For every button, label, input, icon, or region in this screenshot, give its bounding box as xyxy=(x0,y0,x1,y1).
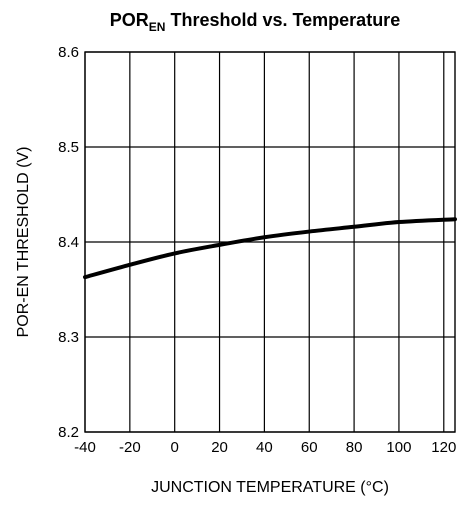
x-tick-label: 120 xyxy=(431,439,456,456)
grid-layer xyxy=(84,51,455,433)
x-tick-label: 0 xyxy=(171,439,179,456)
chart-title-rest: Threshold vs. Temperature xyxy=(165,10,400,30)
x-tick-label: 80 xyxy=(346,439,363,456)
x-tick-label: 60 xyxy=(301,439,318,456)
y-tick-label: 8.6 xyxy=(58,44,79,61)
x-tick-label: 20 xyxy=(211,439,228,456)
chart-title-subscript: EN xyxy=(149,20,166,34)
y-axis-label: POR-EN THRESHOLD (V) xyxy=(15,147,32,338)
x-axis-label: JUNCTION TEMPERATURE (°C) xyxy=(151,479,389,496)
y-tick-label: 8.5 xyxy=(58,139,79,156)
plot-frame xyxy=(84,51,456,433)
x-tick-labels: -40 -20 0 20 40 60 80 100 120 xyxy=(74,439,456,456)
x-tick-label: 100 xyxy=(386,439,411,456)
threshold-series-line xyxy=(83,217,457,280)
x-tick-label: 40 xyxy=(256,439,273,456)
x-tick-label: -40 xyxy=(74,439,96,456)
y-tick-label: 8.4 xyxy=(58,234,79,251)
y-tick-label: 8.2 xyxy=(58,424,79,441)
chart-title: POREN Threshold vs. Temperature xyxy=(110,10,400,34)
chart-title-main: POR xyxy=(110,10,149,30)
y-tick-label: 8.3 xyxy=(58,329,79,346)
y-tick-labels: 8.2 8.3 8.4 8.5 8.6 xyxy=(58,44,79,441)
x-tick-label: -20 xyxy=(119,439,141,456)
